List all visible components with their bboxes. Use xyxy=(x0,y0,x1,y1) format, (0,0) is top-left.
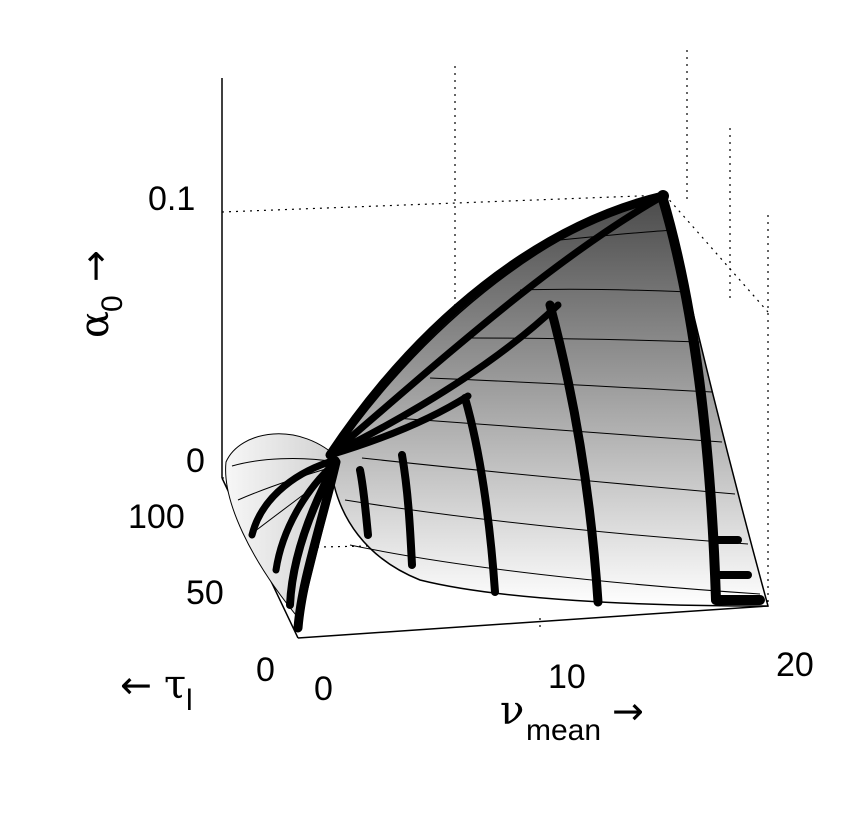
surface-contour xyxy=(344,499,749,545)
apex-point xyxy=(657,190,669,202)
thick-curve xyxy=(657,191,721,605)
surface-contour xyxy=(469,337,701,343)
thick-curve xyxy=(356,466,372,539)
surface-contour xyxy=(361,457,736,495)
y-tick-label: 100 xyxy=(128,498,185,536)
x-axis-subscript: mean xyxy=(526,714,601,747)
y-axis-arrow: ← xyxy=(120,663,152,707)
x-axis-symbol: ν xyxy=(500,688,524,734)
thick-curve xyxy=(545,300,603,607)
surface-patch xyxy=(329,194,769,607)
surface-contour xyxy=(519,288,689,293)
z-axis-arrow: → xyxy=(73,250,117,282)
x-axis-label: ν mean → xyxy=(500,688,644,747)
thick-curves-nu xyxy=(356,191,765,607)
x-axis-line xyxy=(297,605,769,639)
thick-left-curve xyxy=(293,457,341,633)
thick-curve xyxy=(398,451,416,569)
thick-left-curve xyxy=(248,456,340,539)
thick-curves-tau xyxy=(325,191,668,460)
thick-curves-left xyxy=(248,456,341,633)
z-tick-label: 0.1 xyxy=(148,180,195,218)
thick-curve xyxy=(461,394,499,596)
thick-ridge xyxy=(326,392,472,459)
thick-left-curve xyxy=(272,458,340,574)
y-axis-label: ← τ l xyxy=(120,662,193,717)
z-axis-subscript: 0 xyxy=(96,295,129,312)
x-axis-arrow: → xyxy=(612,689,644,733)
thick-ridge xyxy=(326,192,667,459)
x-tick-label: 0 xyxy=(314,670,333,708)
thick-ridge xyxy=(325,191,668,460)
y-axis-subscript: l xyxy=(186,684,193,717)
surface-contour xyxy=(394,417,723,443)
surface-contour xyxy=(559,229,676,241)
surface-contour xyxy=(349,544,761,595)
grid-line xyxy=(664,194,769,313)
y-axis-symbol: τ xyxy=(164,662,186,708)
z-axis-symbol: α xyxy=(72,311,118,338)
x-tick-label: 10 xyxy=(548,658,586,696)
z-axis-label: α 0 → xyxy=(72,250,129,338)
y-tick-label: 0 xyxy=(256,651,275,689)
y-tick-label: 50 xyxy=(186,574,224,612)
z-tick-label: 0 xyxy=(186,442,205,480)
grid-line xyxy=(221,194,666,213)
thick-ridge xyxy=(326,301,562,459)
x-tick-label: 20 xyxy=(776,646,814,684)
